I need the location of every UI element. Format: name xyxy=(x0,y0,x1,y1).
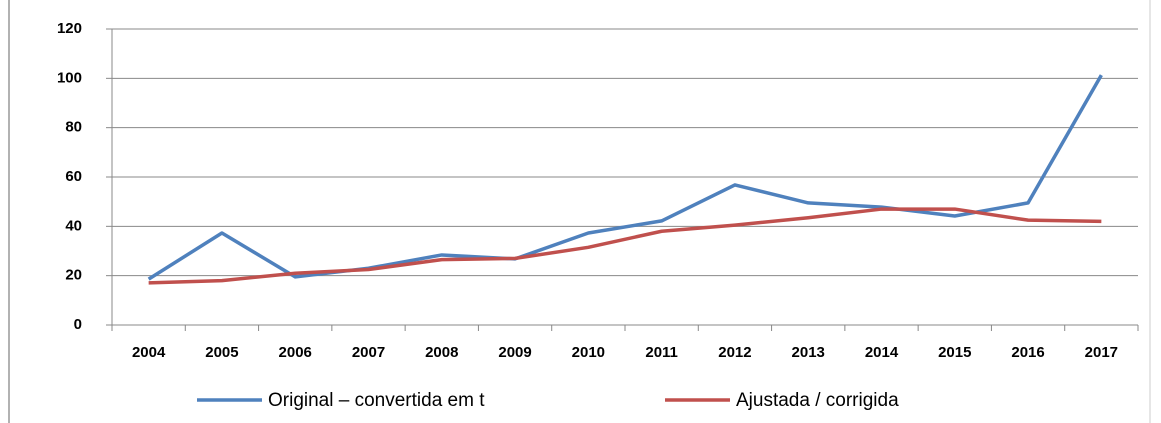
x-tick-label: 2009 xyxy=(498,344,531,361)
x-tick-label: 2011 xyxy=(645,344,678,361)
x-tick-label: 2008 xyxy=(425,344,458,361)
x-tick-label: 2006 xyxy=(279,344,312,361)
y-tick-label: 120 xyxy=(57,20,82,37)
x-tick-label: 2004 xyxy=(132,344,166,361)
y-tick-label: 0 xyxy=(74,316,82,333)
x-tick-label: 2017 xyxy=(1085,344,1118,361)
x-tick-label: 2005 xyxy=(205,344,238,361)
legend-label: Ajustada / corrigida xyxy=(736,390,899,411)
x-tick-label: 2010 xyxy=(572,344,605,361)
y-tick-label: 20 xyxy=(65,267,82,284)
y-tick-label: 100 xyxy=(57,69,82,86)
x-tick-label: 2007 xyxy=(352,344,385,361)
y-tick-label: 40 xyxy=(65,217,82,234)
x-tick-label: 2014 xyxy=(865,344,899,361)
y-tick-label: 80 xyxy=(65,119,82,136)
legend-label: Original – convertida em t xyxy=(268,390,485,411)
series-line xyxy=(148,207,1102,285)
y-tick-label: 60 xyxy=(65,168,82,185)
series-line xyxy=(147,74,1103,281)
x-tick-label: 2012 xyxy=(718,344,751,361)
x-tick-label: 2015 xyxy=(938,344,971,361)
x-tick-label: 2016 xyxy=(1011,344,1044,361)
x-tick-label: 2013 xyxy=(792,344,825,361)
